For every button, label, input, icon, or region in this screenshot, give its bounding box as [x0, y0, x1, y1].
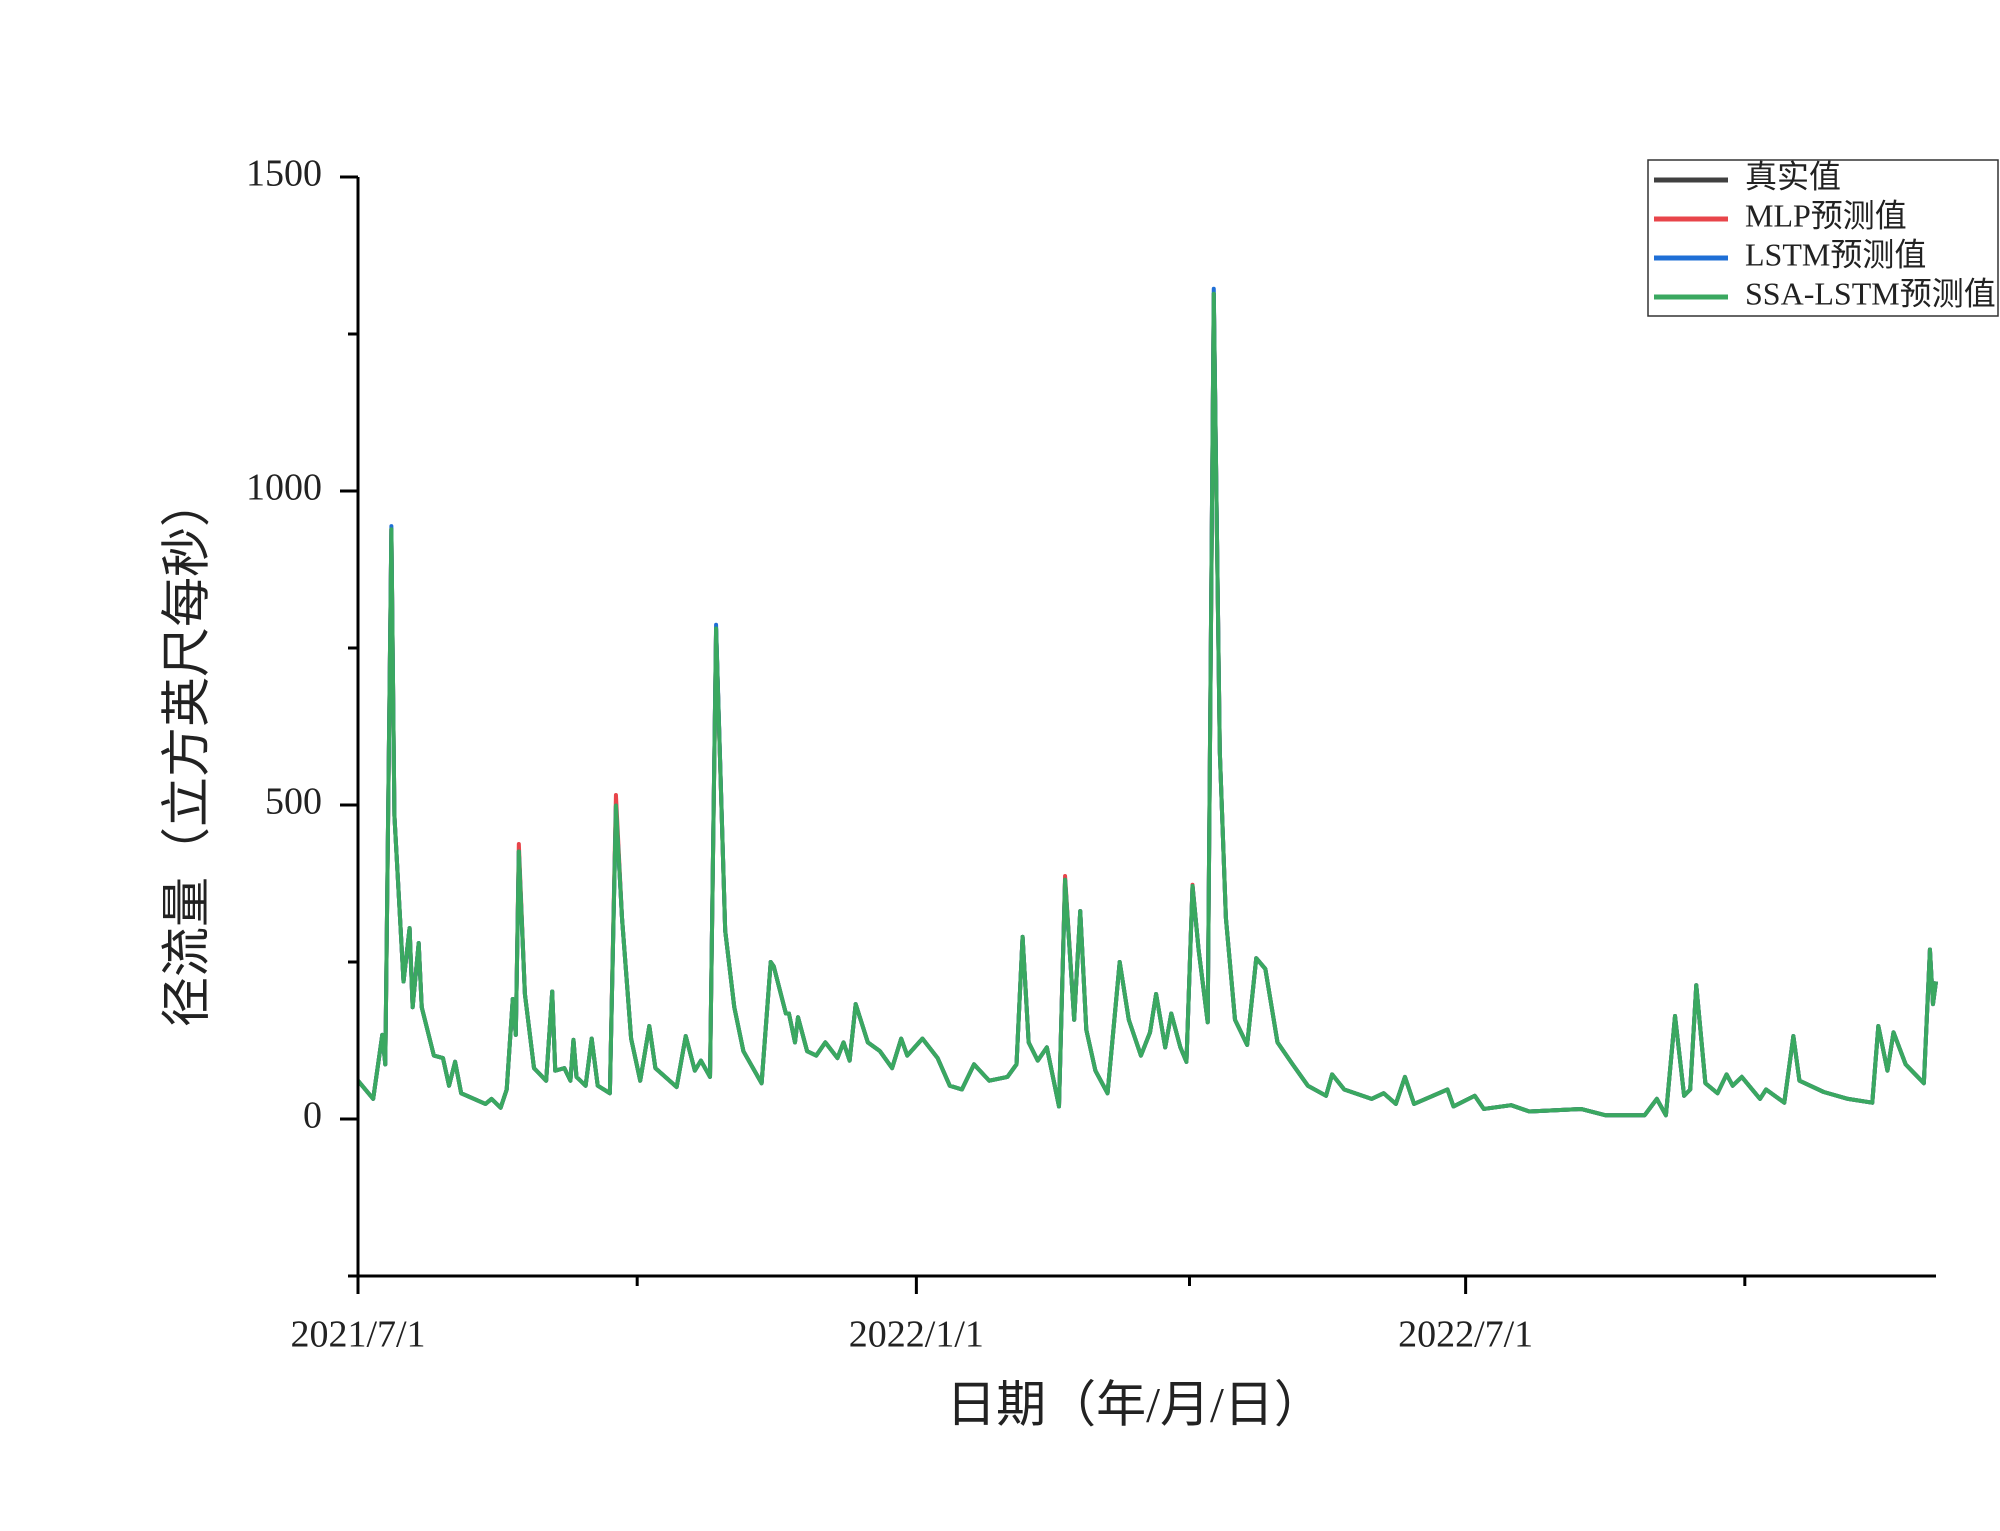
x-tick-label: 2022/7/1 — [1398, 1314, 1533, 1356]
legend-label: SSA-LSTM预测值 — [1745, 275, 1996, 311]
legend-box — [1647, 159, 1999, 317]
y-axis-label: 径流量（立方英尺每秒） — [158, 477, 214, 1027]
y-tick-label: 0 — [303, 1095, 322, 1137]
y-tick-label: 1000 — [246, 467, 322, 509]
y-tick-label: 1500 — [246, 153, 322, 195]
legend-label: LSTM预测值 — [1745, 236, 1926, 272]
series-line — [356, 291, 1938, 1118]
legend-label: MLP预测值 — [1745, 197, 1907, 233]
x-axis-label: 日期（年/月/日） — [946, 1376, 1324, 1432]
y-tick-label: 500 — [265, 781, 322, 823]
x-tick-label: 2021/7/1 — [290, 1314, 425, 1356]
x-tick-label: 2022/1/1 — [849, 1314, 984, 1356]
legend-label: 真实值 — [1745, 158, 1841, 194]
